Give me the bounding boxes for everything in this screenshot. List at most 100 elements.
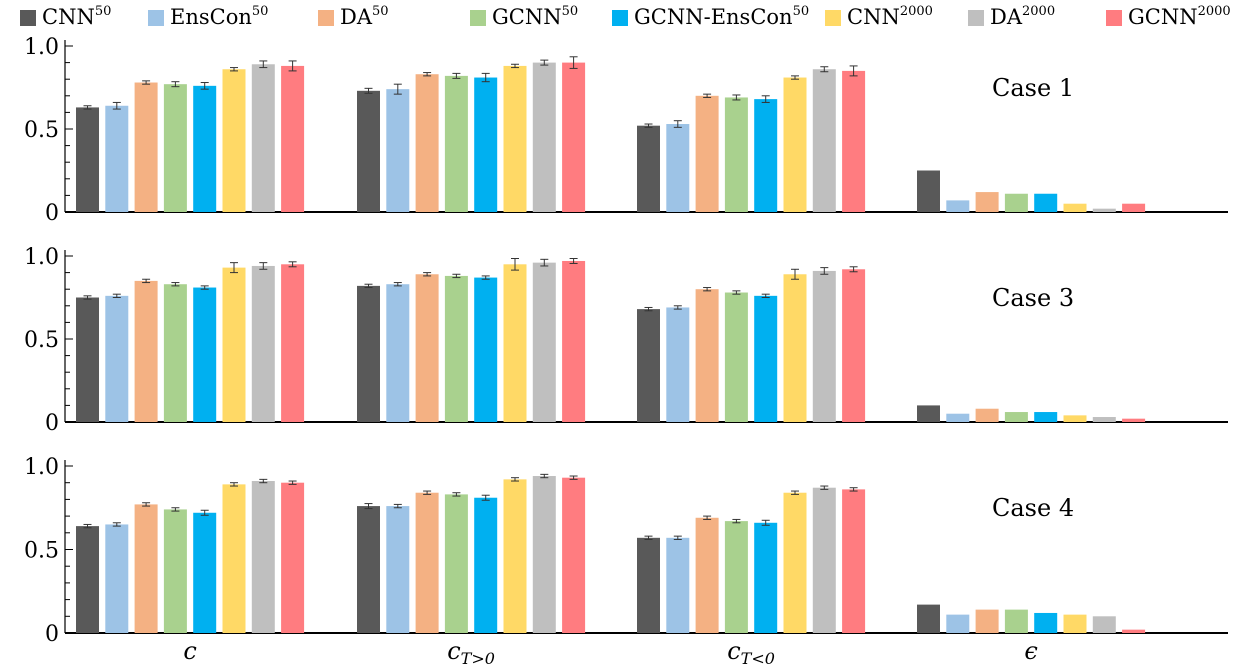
legend-swatch-0 — [20, 10, 36, 26]
bar-panel-0-group-2-series-4 — [754, 99, 778, 212]
bar-panel-1-group-1-series-1 — [386, 284, 410, 422]
bar-panel-1-group-3-series-6 — [1092, 417, 1116, 422]
bar-panel-2-group-0-series-5 — [222, 484, 246, 633]
legend-label-1: EnsCon50 — [170, 4, 268, 29]
legend-label-base-5: CNN — [847, 5, 900, 29]
bar-panel-1-group-3-series-5 — [1063, 415, 1087, 422]
legend-label-sup-6: 2000 — [1022, 4, 1055, 19]
legend-label-sup-0: 50 — [95, 4, 112, 19]
category-label-1: cT>0 — [447, 637, 495, 665]
legend-swatch-4 — [612, 10, 628, 26]
bar-panel-1-group-0-series-3 — [163, 284, 187, 422]
bar-panel-2-group-0-series-7 — [281, 482, 305, 633]
bar-panel-0-group-0-series-7 — [281, 65, 305, 212]
y-tick-label-panel-1-0: 0 — [45, 411, 59, 436]
category-label-base-0: c — [183, 637, 196, 665]
bar-panel-0-group-1-series-1 — [386, 89, 410, 212]
bar-panel-2-group-0-series-2 — [134, 504, 158, 633]
category-label-sub-1: T>0 — [461, 649, 495, 665]
bar-panel-1-group-3-series-2 — [975, 408, 999, 422]
bar-panel-2-group-2-series-1 — [666, 537, 690, 633]
bar-panel-2-group-2-series-6 — [812, 487, 836, 633]
bar-panel-2-group-2-series-7 — [842, 489, 866, 633]
bar-panel-2-group-1-series-4 — [474, 497, 498, 633]
bar-panel-2-group-3-series-5 — [1063, 614, 1087, 633]
bar-panel-0-group-3-series-0 — [917, 170, 940, 212]
bar-panel-0-group-0-series-1 — [105, 105, 129, 212]
bar-panel-0-group-2-series-1 — [666, 124, 690, 212]
legend-label-sup-3: 50 — [562, 4, 579, 19]
bar-panel-0-group-1-series-6 — [532, 62, 556, 212]
legend-label-base-3: GCNN — [492, 5, 562, 29]
legend-swatch-1 — [148, 10, 164, 26]
bar-panel-1-group-2-series-6 — [812, 270, 836, 422]
bar-panel-2-group-0-series-4 — [193, 512, 217, 633]
bar-panel-0-group-0-series-3 — [163, 84, 187, 212]
legend-swatch-5 — [825, 10, 841, 26]
bar-panel-2-group-1-series-5 — [503, 479, 527, 633]
bar-panel-1-group-2-series-2 — [695, 289, 719, 422]
legend-label-3: GCNN50 — [492, 4, 578, 29]
bar-panel-0-group-3-series-6 — [1092, 208, 1116, 212]
bar-panel-0-group-3-series-2 — [975, 192, 999, 212]
bar-panel-0-group-0-series-2 — [134, 82, 158, 213]
bar-panel-2-group-3-series-3 — [1004, 609, 1028, 633]
bar-panel-2-group-0-series-6 — [251, 481, 275, 633]
bar-panel-0-group-1-series-3 — [444, 75, 468, 212]
legend-label-4: GCNN-EnsCon50 — [634, 4, 809, 29]
legend-label-base-7: GCNN — [1128, 5, 1198, 29]
legend-label-base-1: EnsCon — [170, 5, 252, 29]
legend-label-2: DA50 — [340, 4, 389, 29]
bar-panel-1-group-0-series-7 — [281, 264, 305, 422]
bar-panel-0-group-2-series-5 — [783, 77, 807, 212]
bar-panel-1-group-0-series-4 — [193, 287, 217, 422]
bar-panel-0-group-3-series-5 — [1063, 203, 1087, 212]
bar-panel-2-group-3-series-4 — [1034, 612, 1058, 633]
legend-label-base-0: CNN — [42, 5, 95, 29]
bar-panel-2-group-3-series-1 — [946, 614, 970, 633]
bar-panel-2-group-3-series-2 — [975, 609, 999, 633]
category-label-3: ϵ — [1024, 637, 1037, 665]
bar-panel-0-group-3-series-3 — [1004, 193, 1028, 212]
bar-panel-1-group-1-series-0 — [357, 285, 380, 422]
bar-panel-1-group-1-series-4 — [474, 277, 498, 422]
bar-panel-2-group-1-series-1 — [386, 506, 410, 633]
y-tick-label-panel-0-0: 0 — [45, 201, 59, 226]
y-tick-label-panel-2-0: 0 — [45, 622, 59, 647]
bar-panel-0-group-1-series-0 — [357, 90, 380, 212]
category-label-base-3: ϵ — [1024, 637, 1037, 665]
bar-panel-1-group-3-series-3 — [1004, 412, 1028, 422]
bar-panel-1-group-2-series-1 — [666, 307, 690, 422]
bar-panel-0-group-1-series-7 — [562, 62, 586, 212]
case-label-panel-0: Case 1 — [992, 74, 1074, 102]
bar-panel-1-group-1-series-2 — [415, 274, 439, 422]
legend-label-sup-1: 50 — [252, 4, 269, 19]
legend-label-5: CNN2000 — [847, 4, 933, 29]
bar-panel-2-group-2-series-2 — [695, 517, 719, 633]
bar-panel-2-group-2-series-0 — [637, 537, 660, 633]
bar-panel-0-group-0-series-6 — [251, 64, 275, 212]
bar-panel-1-group-1-series-3 — [444, 275, 468, 422]
bar-panel-0-group-3-series-4 — [1034, 193, 1058, 212]
bar-panel-0-group-0-series-0 — [76, 107, 99, 212]
legend-swatch-6 — [968, 10, 984, 26]
bar-panel-1-group-0-series-1 — [105, 295, 129, 422]
category-label-base-2: c — [727, 637, 740, 665]
legend-label-sup-4: 50 — [793, 4, 810, 19]
bar-panel-1-group-0-series-5 — [222, 267, 246, 422]
case-label-panel-2: Case 4 — [992, 494, 1074, 522]
bar-panel-2-group-2-series-5 — [783, 492, 807, 633]
bar-panel-1-group-0-series-6 — [251, 265, 275, 422]
bar-panel-1-group-3-series-0 — [917, 405, 940, 422]
category-label-0: c — [183, 637, 196, 665]
bar-panel-2-group-3-series-0 — [917, 604, 940, 633]
bar-panel-0-group-1-series-2 — [415, 74, 439, 212]
bar-panel-0-group-1-series-4 — [474, 77, 498, 212]
bar-panel-1-group-1-series-6 — [532, 262, 556, 422]
bar-panel-1-group-3-series-7 — [1122, 418, 1146, 422]
bar-panel-1-group-2-series-0 — [637, 309, 660, 422]
bar-panel-1-group-0-series-2 — [134, 280, 158, 422]
bar-panel-2-group-1-series-2 — [415, 492, 439, 633]
legend-label-7: GCNN2000 — [1128, 4, 1231, 29]
